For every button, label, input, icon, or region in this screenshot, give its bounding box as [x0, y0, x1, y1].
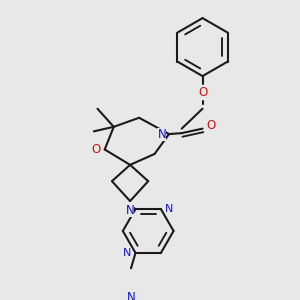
Text: N: N: [127, 291, 135, 300]
Text: O: O: [206, 118, 215, 131]
Text: N: N: [165, 204, 173, 214]
Text: N: N: [123, 248, 131, 258]
Text: O: O: [91, 143, 100, 156]
Text: N: N: [126, 204, 134, 217]
Text: O: O: [198, 86, 207, 99]
Text: N: N: [158, 128, 166, 141]
